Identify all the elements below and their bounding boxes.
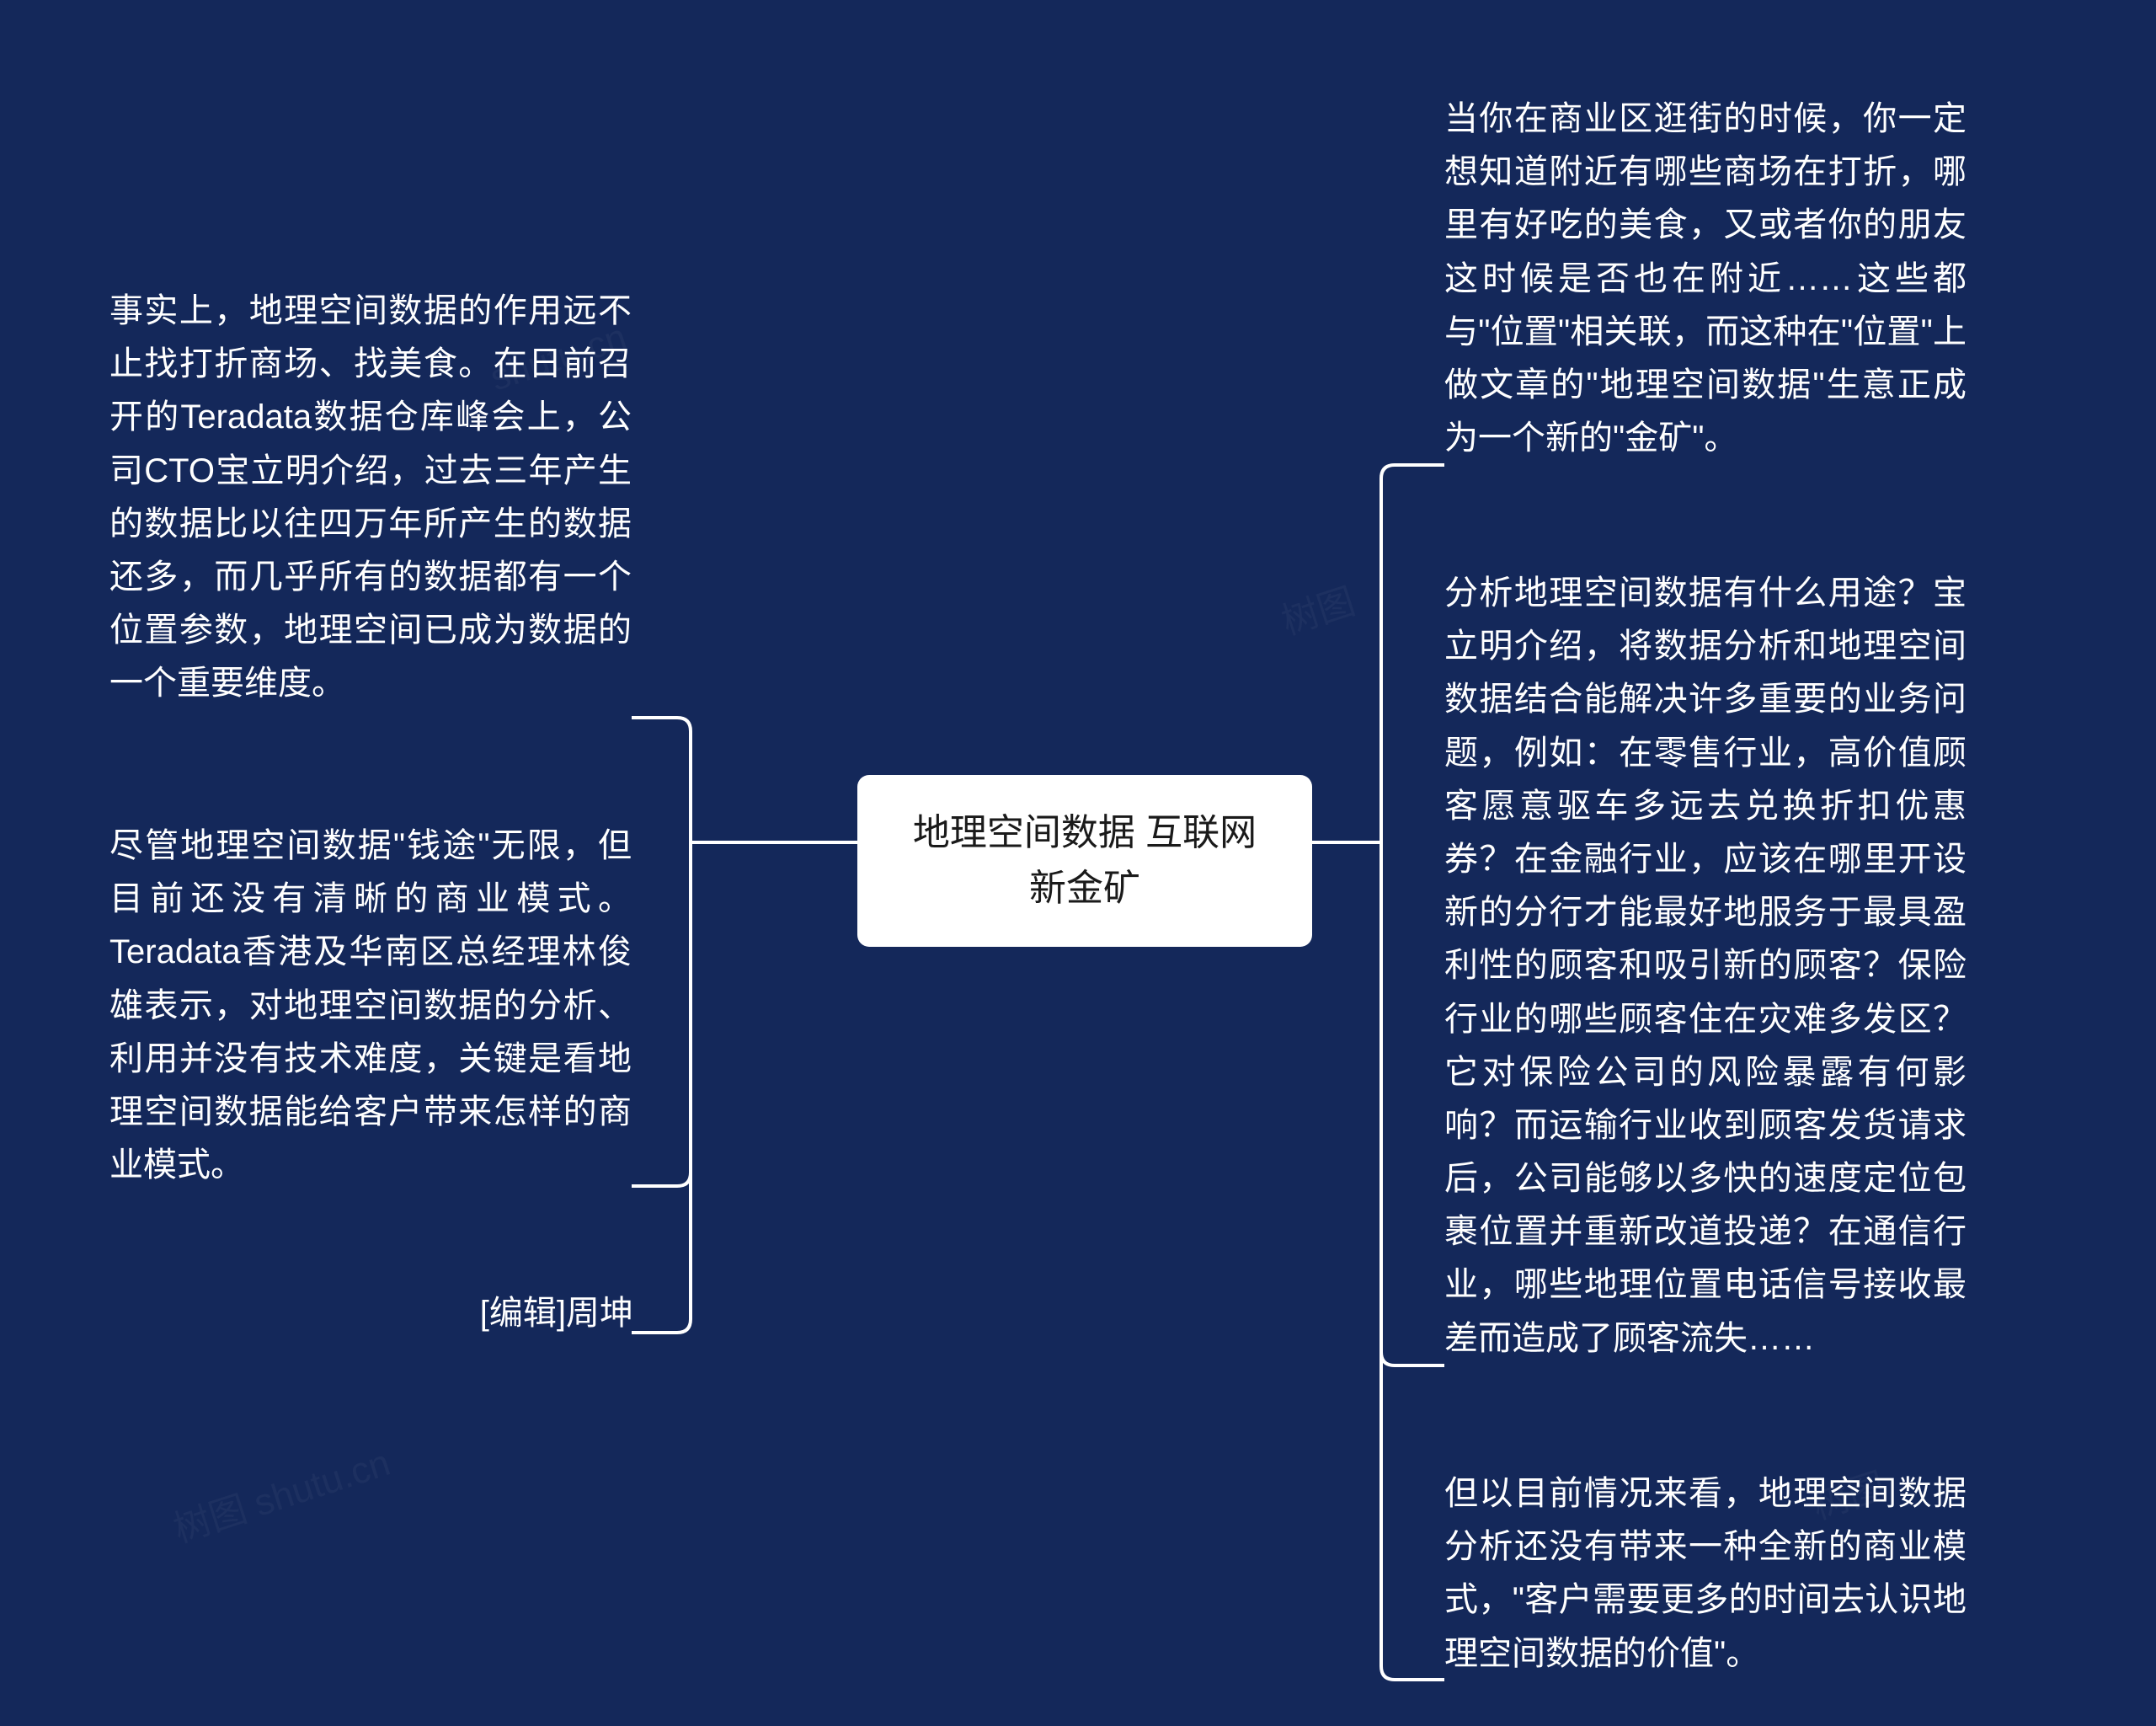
watermark: 树图 shutu.cn [166, 1432, 396, 1552]
mindmap-leaf-left-3[interactable]: [编辑]周坤 [473, 1287, 633, 1340]
mindmap-leaf-right-3[interactable]: 但以目前情况来看，地理空间数据分析还没有带来一种全新的商业模式，"客户需要更多的… [1444, 1467, 1967, 1681]
mindmap-leaf-right-2[interactable]: 分析地理空间数据有什么用途？宝立明介绍，将数据分析和地理空间数据结合能解决许多重… [1444, 567, 1967, 1365]
watermark: 树图 [1273, 571, 1360, 645]
mindmap-leaf-left-2[interactable]: 尽管地理空间数据"钱途"无限，但目前还没有清晰的商业模式。Teradata香港及… [109, 820, 632, 1192]
mindmap-leaf-left-1[interactable]: 事实上，地理空间数据的作用远不止找打折商场、找美食。在日前召开的Teradata… [109, 285, 632, 711]
mindmap-center-node[interactable]: 地理空间数据 互联网新金矿 [857, 775, 1312, 947]
mindmap-leaf-right-1[interactable]: 当你在商业区逛街的时候，你一定想知道附近有哪些商场在打折，哪里有好吃的美食，又或… [1444, 93, 1967, 465]
